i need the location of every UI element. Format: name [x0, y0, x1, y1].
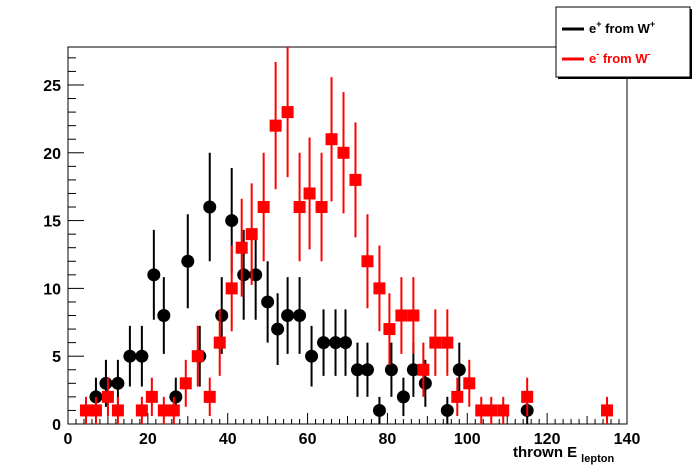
legend-shadow-bottom — [558, 77, 692, 79]
data-point — [203, 200, 217, 214]
data-point — [269, 119, 282, 132]
data-point — [372, 403, 386, 417]
data-point — [169, 390, 183, 404]
y-axis: 0 5 10 15 20 25 — [43, 57, 84, 434]
data-point — [237, 268, 251, 282]
data-point — [179, 377, 192, 390]
y-tick-label: 5 — [52, 349, 61, 366]
data-point — [384, 363, 398, 377]
y-tick-label: 0 — [52, 417, 61, 434]
data-point — [315, 201, 328, 214]
x-tick-label: 40 — [219, 431, 237, 448]
x-axis-title-subscript: lepton — [581, 453, 614, 465]
legend-label-series-0: e+ from W+ — [589, 19, 655, 36]
data-point — [235, 241, 248, 254]
data-point — [418, 376, 432, 390]
data-point — [485, 404, 498, 417]
data-point — [245, 228, 258, 241]
x-tick-label: 0 — [64, 431, 73, 448]
data-point — [181, 254, 195, 268]
data-point — [463, 377, 476, 390]
data-point — [167, 404, 180, 417]
legend-label-series-1: e- from W- — [589, 49, 651, 66]
data-point — [360, 363, 374, 377]
y-tick-label: 15 — [43, 214, 61, 231]
data-point — [157, 309, 171, 323]
data-point — [407, 309, 420, 322]
data-point — [441, 336, 454, 349]
data-point — [99, 376, 113, 390]
data-point — [373, 282, 386, 295]
legend: e+ from W+ e- from W- — [555, 6, 692, 79]
data-point — [475, 404, 488, 417]
data-point — [521, 390, 534, 403]
x-tick-label: 80 — [379, 431, 397, 448]
data-point — [89, 404, 102, 417]
data-point — [440, 403, 454, 417]
data-point — [111, 376, 125, 390]
data-point — [451, 390, 464, 403]
data-point — [339, 336, 353, 350]
data-point — [123, 349, 137, 363]
data-point — [135, 349, 149, 363]
data-point — [383, 323, 396, 336]
data-point — [145, 390, 158, 403]
legend-box — [555, 6, 691, 78]
data-point — [452, 363, 466, 377]
x-tick-label: 20 — [139, 431, 157, 448]
data-point — [361, 255, 374, 268]
data-point — [406, 363, 420, 377]
data-point — [215, 309, 229, 323]
data-point — [203, 390, 216, 403]
data-series — [79, 47, 614, 424]
data-point — [305, 349, 319, 363]
data-point — [111, 404, 124, 417]
x-axis: 0 20 40 60 80 100 120 140 — [64, 413, 641, 448]
data-point — [395, 309, 408, 322]
data-point — [261, 295, 275, 309]
data-point — [417, 363, 430, 376]
x-axis-title: thrown E lepton — [513, 444, 614, 465]
data-point — [293, 201, 306, 214]
data-point — [349, 173, 362, 186]
y-tick-label: 20 — [43, 146, 61, 163]
x-tick-label: 140 — [614, 431, 641, 448]
x-tick-label: 100 — [454, 431, 481, 448]
x-tick-label: 120 — [534, 431, 561, 448]
data-point — [191, 350, 204, 363]
data-point — [135, 404, 148, 417]
data-point — [350, 363, 364, 377]
data-point — [257, 201, 270, 214]
series-1 — [79, 47, 614, 424]
data-point — [293, 309, 307, 323]
data-point — [497, 404, 510, 417]
data-point — [271, 322, 285, 336]
data-point — [317, 336, 331, 350]
data-point — [157, 404, 170, 417]
data-point — [79, 404, 92, 417]
data-point — [225, 214, 239, 228]
data-point — [325, 133, 338, 146]
y-tick-label: 10 — [43, 281, 61, 298]
data-point — [337, 146, 350, 159]
data-point — [281, 106, 294, 119]
data-point — [225, 282, 238, 295]
legend-shadow-right — [690, 9, 692, 79]
data-point — [429, 336, 442, 349]
data-point — [281, 309, 295, 323]
data-point — [147, 268, 161, 282]
y-tick-label: 25 — [43, 78, 61, 95]
data-point — [396, 390, 410, 404]
data-point — [101, 390, 114, 403]
data-point — [601, 404, 614, 417]
data-point — [329, 336, 343, 350]
data-point — [213, 336, 226, 349]
x-tick-label: 60 — [299, 431, 317, 448]
data-point — [303, 187, 316, 200]
x-axis-title-main: thrown E — [513, 444, 577, 461]
